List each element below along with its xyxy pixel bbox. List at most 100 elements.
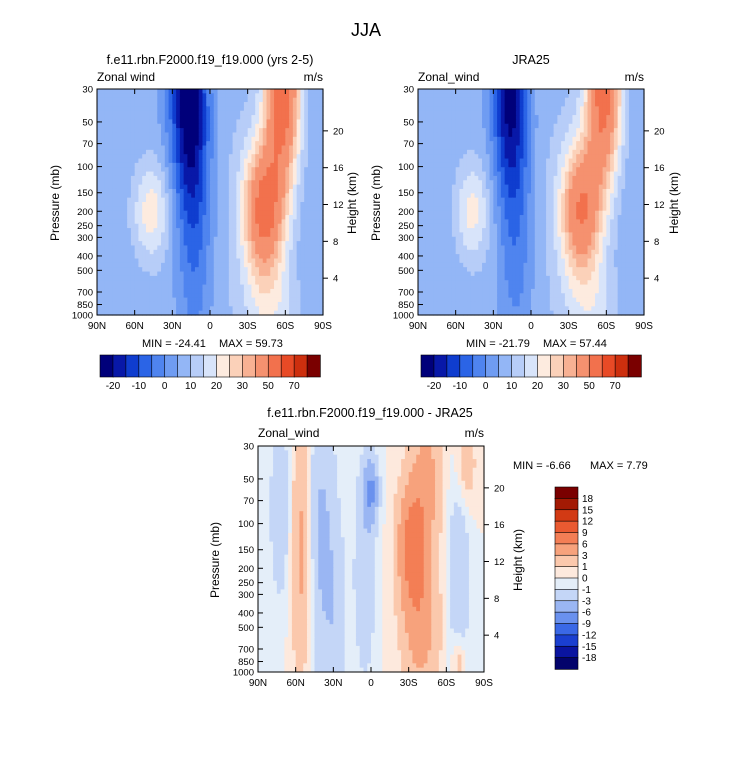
contour-cell — [108, 110, 113, 116]
contour-cell — [108, 167, 113, 173]
contour-cell — [568, 167, 574, 173]
contour-cell — [274, 106, 279, 112]
contour-cell — [613, 193, 619, 199]
contour-cell — [433, 145, 438, 151]
contour-cell — [168, 197, 173, 203]
contour-cell — [534, 158, 540, 164]
contour-cell — [606, 106, 611, 112]
contour-cell — [617, 206, 622, 212]
contour-cell — [300, 93, 305, 99]
contour-cell — [202, 245, 207, 251]
contour-cell — [149, 275, 155, 281]
contour-cell — [119, 93, 124, 99]
contour-cell — [232, 197, 237, 203]
contour-cell — [138, 284, 143, 290]
contour-cell — [482, 210, 487, 216]
contour-cell — [583, 106, 589, 112]
contour-cell — [418, 171, 423, 177]
contour-cell — [493, 180, 498, 186]
contour-cell — [628, 93, 634, 99]
contour-cell — [459, 206, 464, 212]
contour-cell — [482, 119, 487, 125]
contour-cell — [176, 158, 181, 164]
contour-cell — [104, 115, 109, 121]
contour-cell — [576, 128, 581, 134]
contour-cell — [221, 232, 226, 238]
contour-cell — [421, 167, 427, 173]
colorbar-label: -10 — [132, 381, 147, 392]
contour-cell — [266, 232, 271, 238]
contour-cell — [504, 154, 509, 160]
contour-cell — [164, 171, 170, 177]
contour-cell — [482, 162, 487, 168]
contour-cell — [217, 106, 222, 112]
contour-cell — [202, 171, 207, 177]
contour-cell — [429, 136, 434, 142]
contour-cell — [523, 136, 528, 142]
contour-cell — [123, 145, 128, 151]
contour-cell — [466, 93, 472, 99]
contour-cell — [576, 145, 581, 151]
contour-cell — [255, 162, 260, 168]
contour-cell — [179, 180, 185, 186]
contour-cell — [285, 215, 290, 220]
contour-cell — [636, 119, 641, 125]
contour-cell — [598, 154, 604, 160]
contour-cell — [194, 149, 200, 155]
contour-cell — [149, 89, 155, 94]
contour-cell — [236, 267, 241, 273]
contour-cell — [425, 206, 430, 212]
contour-cell — [172, 132, 177, 138]
contour-cell — [243, 128, 249, 134]
contour-cell — [300, 110, 305, 116]
contour-cell — [274, 93, 279, 99]
contour-cell — [266, 228, 271, 234]
contour-cell — [459, 154, 464, 160]
contour-cell — [538, 136, 543, 142]
contour-cell — [97, 275, 102, 281]
contour-cell — [172, 245, 177, 251]
contour-cell — [161, 297, 166, 303]
contour-cell — [202, 115, 207, 121]
contour-cell — [579, 106, 585, 112]
contour-cell — [138, 132, 143, 138]
contour-cell — [221, 293, 226, 299]
contour-cell — [104, 245, 109, 251]
contour-cell — [145, 175, 151, 181]
contour-cell — [274, 236, 279, 242]
contour-cell — [176, 154, 181, 160]
contour-cell — [251, 158, 256, 164]
contour-cell — [504, 110, 509, 116]
contour-cell — [134, 97, 140, 103]
contour-cell — [119, 102, 124, 107]
colorbar-swatch — [254, 354, 269, 378]
contour-cell — [134, 310, 140, 316]
contour-cell — [262, 258, 268, 264]
contour-cell — [625, 102, 630, 107]
contour-cell — [104, 202, 109, 207]
contour-cell — [225, 89, 230, 94]
contour-cell — [228, 93, 234, 99]
contour-cell — [255, 115, 260, 121]
contour-cell — [315, 293, 320, 299]
contour-cell — [157, 110, 162, 116]
contour-cell — [202, 202, 207, 207]
contour-cell — [232, 249, 237, 255]
contour-cell — [145, 128, 151, 134]
contour-cell — [583, 123, 589, 129]
contour-cell — [112, 106, 117, 112]
contour-cell — [463, 184, 468, 190]
contour-cell — [100, 184, 106, 190]
contour-cell — [319, 293, 324, 299]
contour-cell — [632, 136, 638, 142]
contour-cell — [115, 188, 121, 194]
contour-cell — [112, 175, 117, 181]
contour-cell — [104, 267, 109, 273]
contour-cell — [500, 119, 506, 125]
contour-cell — [115, 158, 121, 164]
contour-cell — [247, 97, 253, 103]
contour-cell — [232, 175, 237, 181]
contour-cell — [145, 132, 151, 138]
contour-cell — [119, 136, 124, 142]
contour-cell — [485, 154, 491, 160]
